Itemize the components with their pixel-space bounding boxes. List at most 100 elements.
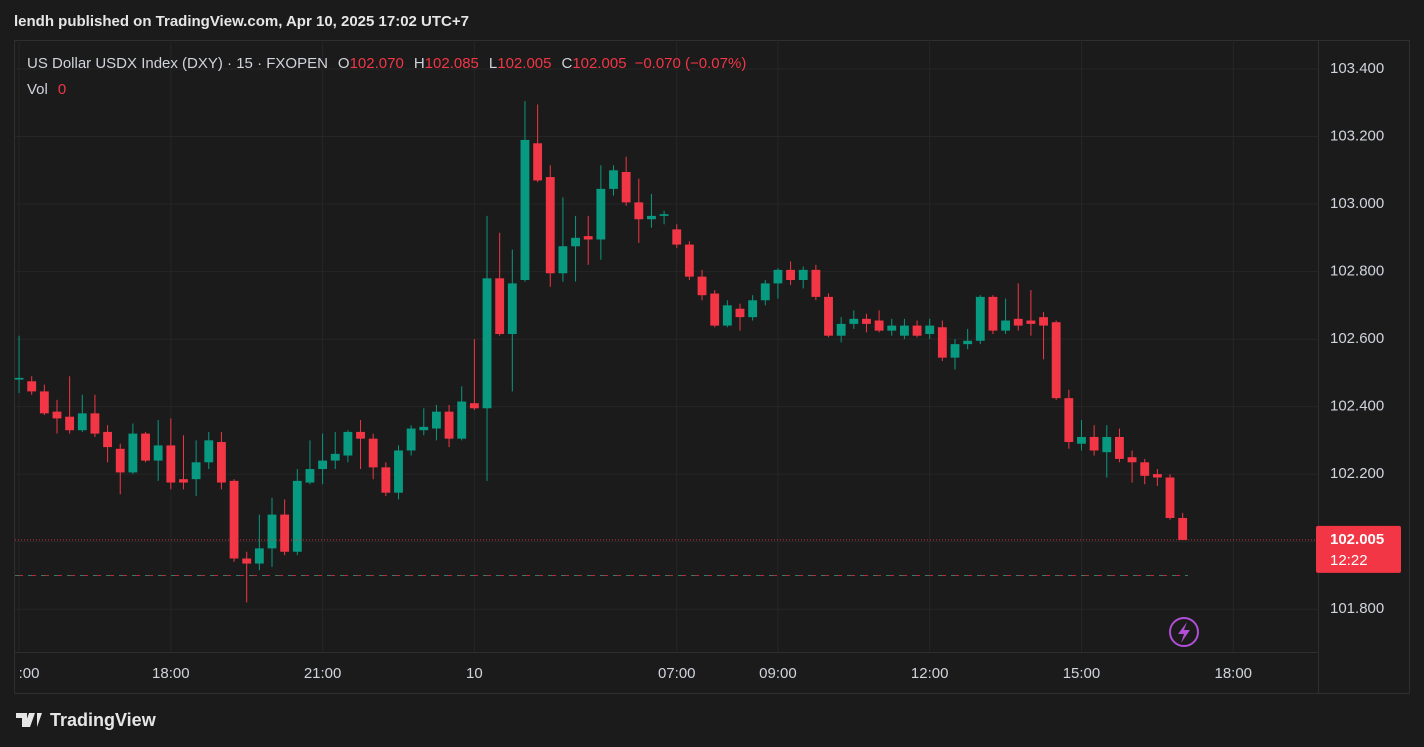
candle-body <box>432 411 441 429</box>
candle-body <box>1140 462 1150 476</box>
candle-body <box>128 433 138 473</box>
candle-body <box>166 445 176 483</box>
candle-body <box>811 269 821 297</box>
candle-body <box>773 269 783 284</box>
candle-body <box>1178 517 1188 540</box>
candles <box>14 101 1188 603</box>
candle-body <box>849 318 859 324</box>
legend-label: O <box>338 55 350 72</box>
candle-body <box>609 170 618 189</box>
candle-body <box>77 413 87 431</box>
legend-label: C <box>561 55 572 72</box>
x-tick-label: :00 <box>19 665 40 682</box>
candle-body <box>912 325 922 336</box>
y-tick-label: 102.400 <box>1330 398 1384 415</box>
candle-body <box>1114 436 1124 459</box>
legend-value: 102.005 <box>497 55 551 72</box>
x-tick-label: 12:00 <box>911 665 949 682</box>
candle-body <box>697 276 707 296</box>
candle-body <box>280 514 290 552</box>
countdown-label: 12:22 <box>1330 552 1368 569</box>
last-price-box <box>1316 525 1401 573</box>
candle-body <box>90 413 100 434</box>
x-tick-label: 15:00 <box>1063 665 1101 682</box>
candle-body <box>115 448 125 473</box>
candle-body <box>786 269 796 281</box>
candle-body <box>925 325 935 335</box>
candle-body <box>305 469 315 483</box>
alert-bolt <box>1178 622 1190 643</box>
candle-body <box>153 445 163 461</box>
candle-body <box>394 450 403 493</box>
candle-body <box>647 215 656 220</box>
x-tick-label: 18:00 <box>152 665 190 682</box>
candle-body <box>596 188 606 240</box>
y-tick-label: 103.000 <box>1330 195 1384 212</box>
candle-body <box>318 460 328 470</box>
candle-body <box>368 438 378 468</box>
candle-body <box>937 327 947 358</box>
candle-body <box>444 411 454 439</box>
candle-body <box>39 391 49 414</box>
alert-icon[interactable] <box>1169 617 1199 647</box>
candle-body <box>735 308 745 318</box>
y-tick-label: 102.600 <box>1330 330 1384 347</box>
candle-body <box>963 340 973 345</box>
candle-body <box>419 426 429 431</box>
legend-value: 102.005 <box>572 55 626 72</box>
candle-body <box>862 318 871 324</box>
candle-body <box>457 401 467 439</box>
y-tick-label: 103.200 <box>1330 128 1384 145</box>
x-tick-label: 18:00 <box>1214 665 1252 682</box>
candle-body <box>1001 320 1011 331</box>
candle-body <box>356 431 365 439</box>
candle-body <box>507 283 517 335</box>
candle-body <box>634 202 644 220</box>
legend: US Dollar USDX Index (DXY) · 15 · FXOPEN… <box>27 55 746 72</box>
candle-body <box>1089 436 1099 451</box>
legend-label: H <box>414 55 425 72</box>
candle-body <box>204 440 214 463</box>
candle-body <box>710 293 720 326</box>
x-tick-label: 10 <box>466 665 483 682</box>
candle-body <box>571 237 580 247</box>
candle-body <box>672 229 682 245</box>
candle-body <box>191 462 201 480</box>
candle-body <box>520 139 530 281</box>
legend-label: Vol <box>27 81 48 98</box>
candle-body <box>836 323 846 336</box>
candle-body <box>545 177 555 274</box>
x-tick-label: 09:00 <box>759 665 797 682</box>
logo-mark <box>16 713 42 727</box>
candle-body <box>1165 477 1175 518</box>
candle-body <box>292 480 302 552</box>
candle-body <box>533 143 543 181</box>
candle-body <box>659 214 669 216</box>
volume-legend: Vol 0 <box>27 81 66 98</box>
candle-body <box>267 514 277 549</box>
candle-body <box>1013 318 1023 326</box>
candle-body <box>141 433 150 461</box>
candle-body <box>343 431 353 456</box>
candle-body <box>874 320 884 331</box>
candle-body <box>27 381 37 392</box>
last-price-label: 102.005 <box>1330 531 1384 548</box>
candle-body <box>1051 322 1061 399</box>
candle-body <box>621 171 631 203</box>
legend-value: 102.070 <box>350 55 404 72</box>
x-tick-label: 07:00 <box>658 665 696 682</box>
candle-body <box>469 403 479 409</box>
candle-body <box>242 558 252 564</box>
candle-body <box>495 278 505 335</box>
candle-body <box>1102 436 1112 453</box>
legend-value: 0 <box>58 81 66 98</box>
candle-body <box>1152 474 1162 478</box>
chart-frame <box>14 40 1410 694</box>
candle-body <box>482 278 492 409</box>
candle-body <box>103 431 113 448</box>
candle-body <box>760 283 770 301</box>
candle-body <box>824 296 833 336</box>
candle-body <box>1026 320 1036 324</box>
